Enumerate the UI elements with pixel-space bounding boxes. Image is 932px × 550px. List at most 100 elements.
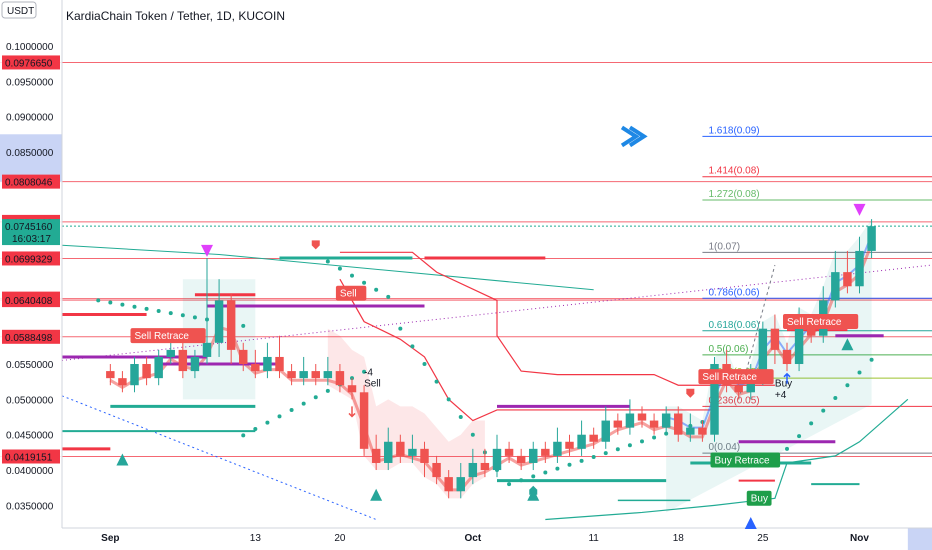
price-badge-label: 0.0640408 bbox=[5, 296, 53, 307]
candle-body bbox=[214, 300, 224, 343]
candle-body bbox=[251, 364, 260, 372]
buy-triangle bbox=[370, 488, 383, 501]
candle-body bbox=[686, 427, 695, 435]
time-tick-label: Nov bbox=[850, 533, 869, 544]
fib-level-label: 0.618(0.06) bbox=[708, 320, 759, 331]
sar-dot bbox=[869, 357, 874, 362]
signal-badge bbox=[710, 452, 781, 468]
time-range-highlight bbox=[907, 528, 932, 550]
sar-dot bbox=[108, 300, 113, 305]
countdown-label: 16:03:17 bbox=[12, 234, 51, 245]
candle-body bbox=[275, 356, 284, 372]
sar-dot bbox=[591, 454, 596, 459]
price-tick-label: 0.0350000 bbox=[6, 501, 54, 512]
candle-body bbox=[178, 349, 188, 372]
price-tick-label: 0.0500000 bbox=[6, 395, 54, 406]
sell-flag bbox=[686, 388, 695, 398]
signal-badge bbox=[783, 314, 859, 330]
price-tick-label: 0.0900000 bbox=[6, 113, 54, 124]
time-tick-label: 11 bbox=[588, 533, 599, 544]
sar-dot bbox=[362, 280, 367, 285]
price-tick-label: 0.0950000 bbox=[6, 77, 54, 88]
price-badge-label: 0.0745160 bbox=[5, 222, 53, 233]
candle-body bbox=[541, 448, 550, 456]
sar-dot bbox=[555, 466, 560, 471]
candle-body bbox=[492, 448, 502, 471]
time-tick-label: 25 bbox=[757, 533, 769, 544]
sar-dot bbox=[458, 415, 463, 420]
candle-body bbox=[323, 371, 333, 379]
candle-body bbox=[529, 448, 538, 463]
candle-body bbox=[408, 448, 417, 456]
signal-count-label: Buy bbox=[775, 379, 792, 390]
candle-body bbox=[625, 413, 635, 428]
signal-label: Sell bbox=[340, 289, 357, 300]
sell-triangle bbox=[853, 203, 866, 216]
candle-body bbox=[601, 420, 610, 442]
sar-dot bbox=[785, 446, 789, 451]
price-tick-label: 0.0850000 bbox=[6, 148, 54, 159]
candle-body bbox=[166, 349, 175, 357]
sar-dot bbox=[192, 315, 197, 320]
sar-dot bbox=[797, 434, 802, 439]
supertrend-lower bbox=[339, 278, 715, 422]
bearish-zone bbox=[327, 328, 485, 499]
sar-dot bbox=[627, 443, 632, 448]
price-badge bbox=[2, 251, 60, 266]
candle-body bbox=[420, 448, 429, 463]
candle-body bbox=[106, 371, 115, 379]
time-tick-label: 18 bbox=[673, 533, 685, 544]
sar-dot bbox=[470, 432, 475, 437]
bullish-zone bbox=[666, 219, 872, 513]
sar-dot bbox=[531, 474, 536, 479]
fib-level-label: 0(0.04) bbox=[708, 442, 740, 453]
sar-dot bbox=[144, 306, 149, 311]
sar-dot bbox=[277, 414, 282, 419]
sar-dot bbox=[374, 287, 379, 292]
down-arrow-icon bbox=[348, 406, 356, 418]
price-badge-label: 0.0419151 bbox=[5, 453, 53, 464]
price-badge bbox=[2, 55, 60, 70]
candle-body bbox=[347, 385, 357, 393]
sar-dot bbox=[567, 462, 572, 467]
candle-body bbox=[504, 448, 514, 456]
price-tick-label: 0.0550000 bbox=[6, 360, 54, 371]
projection-line bbox=[738, 264, 776, 400]
price-badge bbox=[2, 219, 60, 246]
candle-body bbox=[335, 371, 345, 386]
signal-badge bbox=[130, 328, 206, 344]
candle-body bbox=[577, 434, 586, 449]
signal-label: Sell Retrace bbox=[702, 372, 757, 383]
sar-dot bbox=[507, 482, 512, 487]
candle-body bbox=[553, 441, 562, 456]
candle-body bbox=[782, 349, 792, 365]
sar-dot bbox=[301, 401, 306, 406]
candle-body bbox=[299, 371, 308, 379]
sar-dot bbox=[132, 304, 137, 309]
candle-body bbox=[516, 455, 526, 463]
signal-badge bbox=[335, 285, 367, 301]
sar-dot bbox=[857, 370, 862, 375]
price-range-highlight bbox=[0, 134, 62, 182]
price-badge-label: 0.0808046 bbox=[5, 178, 53, 189]
sar-dot bbox=[337, 266, 342, 271]
candle-body bbox=[649, 420, 659, 428]
price-badge-label: 0.0699329 bbox=[5, 254, 53, 265]
signal-label: Buy Retrace bbox=[715, 456, 770, 467]
time-tick-label: Oct bbox=[464, 533, 481, 544]
candle-body bbox=[613, 420, 623, 428]
price-badge-label: 0.0588498 bbox=[5, 333, 53, 344]
sar-dot bbox=[652, 435, 657, 440]
fib-level-label: 0.236(0.05) bbox=[708, 395, 759, 406]
price-badge bbox=[2, 174, 60, 189]
candle-body bbox=[698, 427, 707, 435]
signal-count-label: +4 bbox=[775, 390, 787, 401]
candle-body bbox=[432, 462, 441, 478]
candle-body bbox=[637, 413, 647, 421]
price-badge bbox=[2, 293, 60, 308]
candle-body bbox=[589, 434, 598, 442]
candle-body bbox=[226, 300, 236, 350]
sar-dot bbox=[422, 362, 427, 367]
candle-body bbox=[794, 321, 804, 365]
